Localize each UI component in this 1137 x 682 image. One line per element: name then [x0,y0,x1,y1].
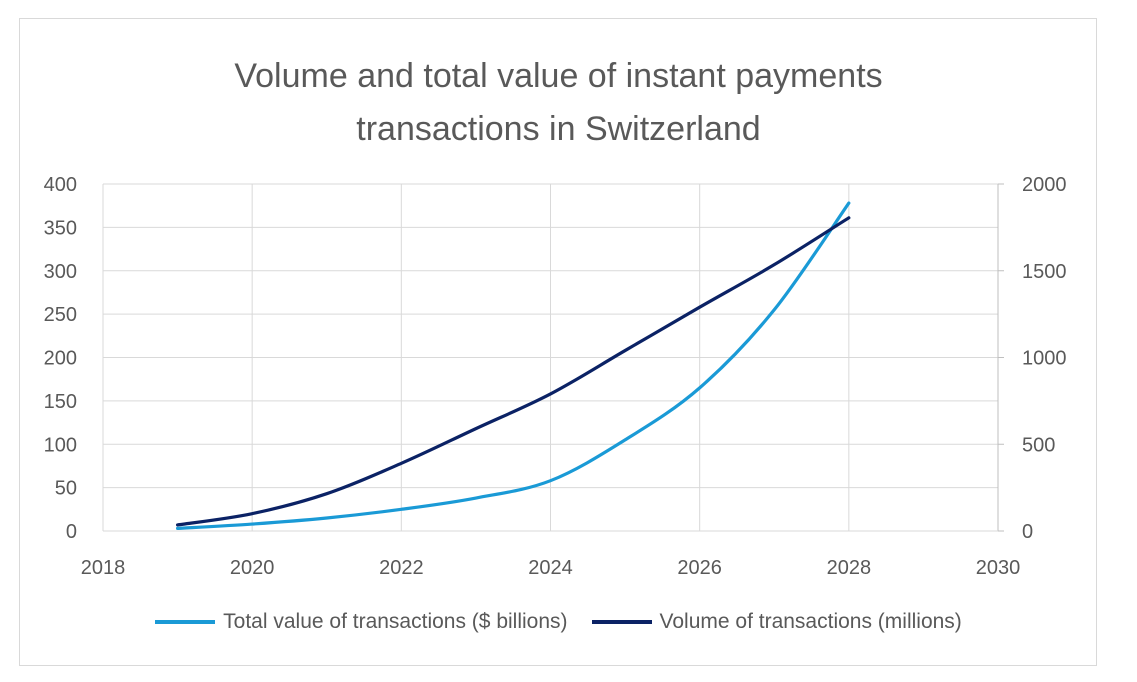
x-axis-tick-label: 2022 [379,557,424,579]
gridlines [102,183,999,532]
x-axis-tick-label: 2026 [677,557,722,579]
x-axis-tick-label: 2020 [230,557,275,579]
left-axis-tick-label: 0 [66,521,77,543]
chart-title-line-2: transactions in Switzerland [356,110,761,148]
legend-swatch-volume [591,620,652,624]
left-axis-tick-label: 300 [44,261,77,283]
series-line-total-value [175,201,851,530]
left-axis-tick-label: 350 [44,217,77,239]
chart-frame [19,18,1097,666]
legend-item-volume: Volume of transactions (millions) [591,610,962,634]
x-axis-tick-labels: 2018 2020 2022 2024 2026 2028 2030 [81,557,1021,579]
left-axis-tick-label: 400 [44,174,77,196]
left-axis-tick-label: 50 [55,478,77,500]
legend: Total value of transactions ($ billions)… [0,610,1117,634]
left-axis-tick-labels: 0 50 100 150 200 250 300 350 400 [44,174,77,543]
x-axis-tick-label: 2018 [81,557,126,579]
legend-label-volume: Volume of transactions (millions) [659,610,962,633]
chart-title-line-1: Volume and total value of instant paymen… [234,57,883,95]
left-axis-tick-label: 250 [44,304,77,326]
right-axis-tick-label: 500 [1022,434,1055,456]
left-axis-tick-label: 100 [44,434,77,456]
right-axis-tick-label: 2000 [1022,174,1067,196]
legend-swatch-total-value [155,620,216,624]
right-axis-tick-labels: 0 500 1000 1500 2000 [1022,174,1067,543]
legend-item-total-value: Total value of transactions ($ billions) [155,610,568,634]
right-axis-tick-label: 1500 [1022,261,1067,283]
x-axis-tick-label: 2028 [827,557,872,579]
right-axis-tick-label: 1000 [1022,348,1067,370]
chart-title: Volume and total value of instant paymen… [0,50,1117,156]
left-axis-tick-label: 150 [44,391,77,413]
series-line-volume [175,216,851,527]
series-lines [175,201,851,530]
axes [103,183,1004,532]
left-axis-tick-label: 200 [44,348,77,370]
right-axis-tick-label: 0 [1022,521,1033,543]
legend-label-total-value: Total value of transactions ($ billions) [223,610,568,633]
x-axis-tick-label: 2024 [528,557,573,579]
x-axis-tick-label: 2030 [976,557,1021,579]
